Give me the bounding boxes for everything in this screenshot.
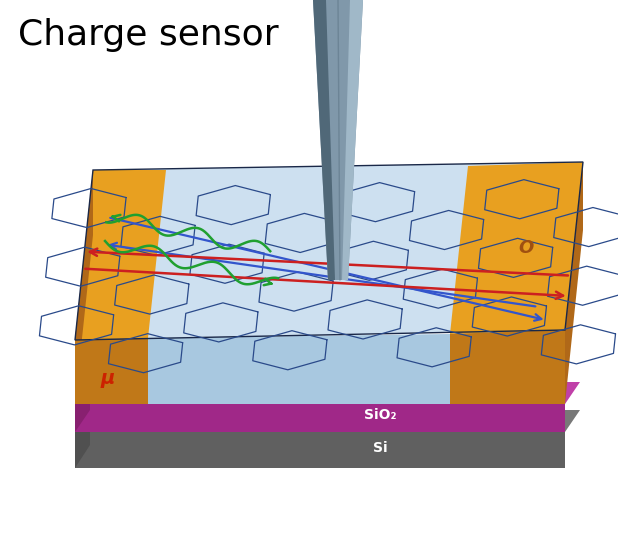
Polygon shape [75, 338, 148, 404]
Polygon shape [75, 382, 580, 404]
Polygon shape [313, 0, 363, 280]
Text: μ: μ [101, 368, 115, 388]
Polygon shape [565, 162, 583, 404]
Polygon shape [75, 170, 93, 404]
Polygon shape [148, 334, 450, 404]
Polygon shape [75, 432, 565, 468]
Text: Charge sensor: Charge sensor [18, 18, 279, 52]
Polygon shape [450, 330, 565, 404]
Polygon shape [75, 170, 166, 340]
Text: O: O [519, 239, 533, 257]
Polygon shape [450, 162, 583, 334]
Polygon shape [75, 382, 90, 432]
Polygon shape [75, 404, 565, 432]
Polygon shape [75, 162, 583, 340]
Polygon shape [342, 0, 363, 280]
Polygon shape [75, 338, 148, 404]
Text: SiO₂: SiO₂ [364, 408, 396, 422]
Polygon shape [75, 410, 90, 468]
Text: Si: Si [373, 441, 387, 455]
Polygon shape [313, 0, 335, 280]
Polygon shape [450, 330, 565, 404]
Polygon shape [75, 410, 580, 432]
